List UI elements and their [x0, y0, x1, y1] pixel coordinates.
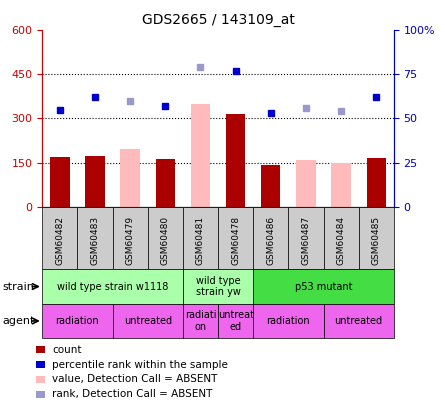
Text: strain: strain: [2, 281, 34, 292]
Text: untreated: untreated: [124, 316, 172, 326]
Bar: [261, 166, 280, 207]
Bar: [226, 114, 245, 207]
Text: p53 mutant: p53 mutant: [295, 281, 352, 292]
Text: GSM60483: GSM60483: [90, 216, 100, 265]
Bar: [296, 160, 316, 207]
Text: GSM60481: GSM60481: [196, 216, 205, 265]
Text: wild type strain w1118: wild type strain w1118: [57, 281, 168, 292]
Text: count: count: [52, 345, 81, 355]
Text: GSM60486: GSM60486: [266, 216, 275, 265]
Text: radiation: radiation: [267, 316, 310, 326]
Bar: [85, 156, 105, 207]
Text: percentile rank within the sample: percentile rank within the sample: [52, 360, 228, 369]
Text: GSM60480: GSM60480: [161, 216, 170, 265]
Text: agent: agent: [2, 316, 35, 326]
Bar: [156, 159, 175, 207]
Title: GDS2665 / 143109_at: GDS2665 / 143109_at: [142, 13, 295, 27]
Bar: [50, 157, 69, 207]
Text: value, Detection Call = ABSENT: value, Detection Call = ABSENT: [52, 374, 218, 384]
Bar: [191, 104, 210, 207]
Text: wild type
strain yw: wild type strain yw: [196, 276, 240, 297]
Text: untreated: untreated: [335, 316, 383, 326]
Bar: [121, 149, 140, 207]
Text: radiati
on: radiati on: [185, 310, 216, 332]
Bar: [367, 158, 386, 207]
Text: radiation: radiation: [56, 316, 99, 326]
Text: untreat
ed: untreat ed: [218, 310, 254, 332]
Text: GSM60487: GSM60487: [301, 216, 311, 265]
Text: GSM60479: GSM60479: [125, 216, 135, 265]
Text: GSM60478: GSM60478: [231, 216, 240, 265]
Text: rank, Detection Call = ABSENT: rank, Detection Call = ABSENT: [52, 389, 212, 399]
Bar: [332, 162, 351, 207]
Text: GSM60482: GSM60482: [55, 216, 65, 265]
Text: GSM60484: GSM60484: [336, 216, 346, 265]
Text: GSM60485: GSM60485: [372, 216, 381, 265]
